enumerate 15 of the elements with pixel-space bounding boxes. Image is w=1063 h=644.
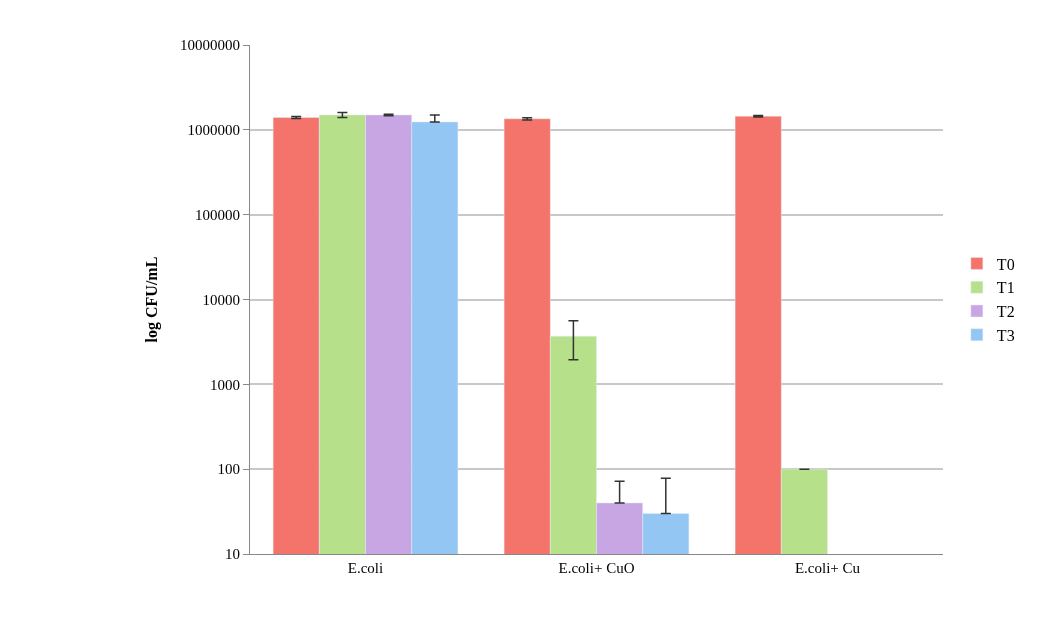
legend-label: T3 [996, 327, 1015, 345]
y-tick-label: 100 [217, 461, 240, 478]
legend-label: T1 [996, 279, 1015, 297]
y-tick-label: 100000 [195, 206, 240, 223]
legend-label: T0 [996, 255, 1015, 273]
y-tick-label: 1000 [210, 376, 240, 393]
y-tick-label: 1000000 [187, 122, 240, 139]
y-axis-title: log CFU/mL [142, 256, 161, 343]
x-tick-label: E.coli+ Cu [794, 560, 861, 576]
x-tick-label: E.coli+ CuO [558, 560, 635, 576]
legend-label: T2 [996, 303, 1015, 321]
y-tick-label: 10000000 [180, 37, 240, 54]
x-tick-label: E.coli [347, 560, 384, 576]
y-tick-label: 10000 [202, 291, 240, 308]
y-tick-label: 10 [225, 546, 240, 563]
